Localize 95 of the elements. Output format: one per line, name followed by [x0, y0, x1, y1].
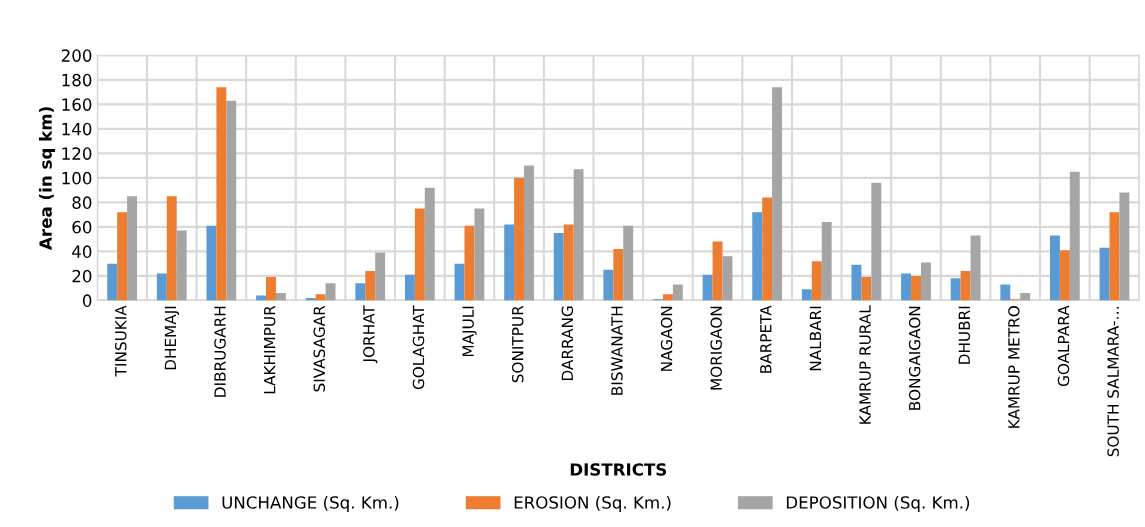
bar	[623, 225, 634, 301]
bar	[772, 87, 783, 301]
y-tick-label: 140	[62, 122, 92, 136]
bar	[851, 264, 862, 301]
bar	[1049, 235, 1060, 301]
bar	[365, 270, 376, 301]
bar	[107, 263, 118, 301]
bar	[504, 224, 515, 301]
x-tick-label: DHEMAJI	[164, 306, 180, 370]
bar	[127, 196, 138, 301]
bar	[117, 212, 128, 301]
bar	[216, 87, 227, 301]
bar	[573, 169, 584, 301]
bar	[950, 278, 961, 301]
x-tick-label: TINSUKIA	[115, 305, 127, 377]
x-tick-label: BISWANATH	[611, 306, 623, 395]
bar	[206, 225, 217, 301]
bar	[911, 275, 921, 301]
bar	[355, 283, 366, 301]
bar	[801, 289, 812, 301]
bar	[553, 233, 564, 301]
bar	[1000, 284, 1011, 301]
x-tick-label: KAMRUP METRO	[1008, 306, 1020, 428]
y-tick-label: 0	[82, 294, 92, 307]
x-tick-label: BONGAIGAON	[908, 306, 921, 410]
bar	[861, 277, 872, 301]
bar	[901, 273, 912, 301]
legend-label: UNCHANGE (Sq. Km.)	[222, 495, 399, 512]
x-tick-label: DIBRUGARH	[214, 306, 226, 397]
x-axis-title: DISTRICTS	[570, 463, 667, 476]
x-tick-label: GOLAGHAT	[412, 305, 425, 390]
x-tick-label: DARRANG	[561, 306, 574, 381]
bar	[166, 196, 177, 301]
bar	[424, 187, 435, 301]
bar	[970, 235, 981, 301]
bar	[375, 252, 386, 301]
x-tick-label: NAGAON	[660, 306, 673, 371]
bar	[514, 177, 525, 301]
bar	[960, 270, 971, 301]
bar	[524, 165, 534, 301]
bar	[1020, 293, 1031, 301]
bar	[662, 294, 673, 301]
x-tick-label: LAKHIMPUR	[264, 305, 276, 394]
y-axis-title: Area (in sq km)	[38, 107, 56, 250]
x-tick-label: SOUTH SALMARA-…	[1107, 307, 1119, 457]
bar	[325, 283, 336, 301]
bar	[871, 182, 882, 301]
y-tick-label: 20	[72, 269, 92, 283]
bar	[603, 269, 614, 301]
y-tick-label: 60	[72, 220, 92, 234]
x-tick-label: KAMRUP RURAL	[859, 305, 871, 424]
bar	[811, 261, 822, 301]
bar	[702, 274, 713, 301]
y-tick-label: 160	[62, 98, 92, 111]
y-tick-label: 200	[61, 49, 92, 62]
bar	[156, 273, 167, 301]
bar	[1069, 171, 1080, 301]
x-tick-label: JORHAT	[363, 305, 378, 364]
y-tick-label: 100	[62, 171, 92, 185]
bar	[1059, 250, 1070, 301]
x-tick-label: GOALPARA	[1057, 305, 1070, 387]
bar	[315, 294, 326, 301]
y-tick-label: 180	[62, 73, 92, 87]
x-tick-label: MAJULI	[462, 306, 477, 357]
bar	[1109, 212, 1120, 301]
x-tick-label: SIVASAGAR	[313, 305, 326, 392]
legend-label: DEPOSITION (Sq. Km.)	[786, 495, 970, 512]
bar	[752, 212, 763, 301]
x-tick-label: DHUBRI	[958, 306, 971, 364]
y-tick-label: 80	[72, 196, 92, 209]
bar	[821, 221, 832, 301]
bar	[613, 248, 624, 301]
bar	[275, 293, 286, 301]
bar	[176, 230, 187, 301]
x-tick-label: MORIGAON	[710, 306, 722, 390]
x-tick-label: BARPETA	[760, 305, 772, 373]
y-tick-label: 120	[62, 147, 92, 160]
bar	[722, 256, 733, 301]
bar	[474, 208, 485, 301]
bar	[414, 208, 425, 301]
x-tick-label: NALBARI	[809, 306, 821, 371]
bar	[920, 262, 931, 301]
bar	[404, 274, 415, 301]
x-tick-label: SONITPUR	[511, 305, 524, 383]
bar	[226, 100, 237, 301]
bar	[266, 277, 276, 301]
legend-label: EROSION (Sq. Km.)	[514, 495, 671, 512]
bar	[1099, 247, 1110, 301]
bar	[563, 224, 574, 301]
bar	[672, 284, 683, 301]
y-tick-label: 40	[72, 245, 92, 258]
bar	[256, 295, 267, 301]
bar	[762, 197, 773, 301]
bar	[464, 225, 475, 301]
bar	[1119, 192, 1130, 301]
